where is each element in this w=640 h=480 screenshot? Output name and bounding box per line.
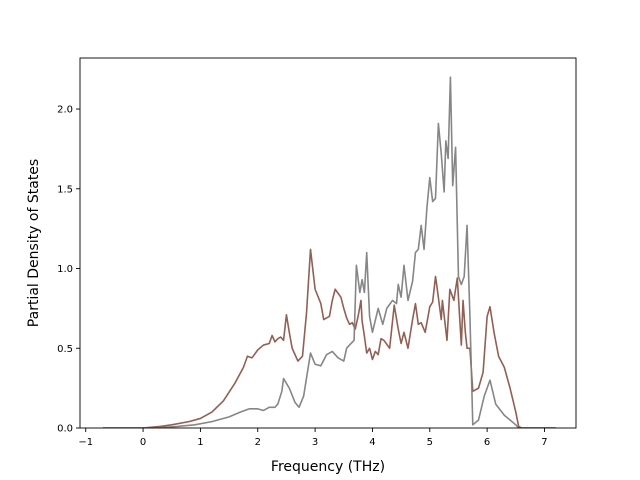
- x-tick-label: 2: [255, 437, 261, 448]
- plot-area: [102, 76, 556, 428]
- x-tick-label: 0: [140, 437, 146, 448]
- series-line-2: [102, 76, 556, 428]
- y-tick-label: 2.0: [57, 105, 73, 116]
- series-line-1: [102, 248, 556, 428]
- x-tick-label: 5: [427, 437, 433, 448]
- x-tick-label: 6: [484, 437, 490, 448]
- axes: −1 0 1 2 3 4 5 6 7 0.0 0.5 1.0 1.5 2.0: [57, 57, 577, 448]
- x-tick-label: 1: [197, 437, 203, 448]
- x-tick-label: 3: [312, 437, 318, 448]
- y-tick-label: 0.0: [57, 424, 73, 435]
- x-tick-label: −1: [78, 437, 93, 448]
- axes-frame: [79, 57, 577, 429]
- y-tick-label: 0.5: [57, 344, 73, 355]
- y-tick-label: 1.0: [57, 264, 73, 275]
- x-tick-label: 4: [369, 437, 375, 448]
- series-group: [102, 76, 556, 428]
- y-axis-title: Partial Density of States: [26, 159, 42, 327]
- y-tick-label: 1.5: [57, 184, 73, 195]
- x-axis-title: Frequency (THz): [271, 459, 385, 475]
- x-tick-label: 7: [541, 437, 547, 448]
